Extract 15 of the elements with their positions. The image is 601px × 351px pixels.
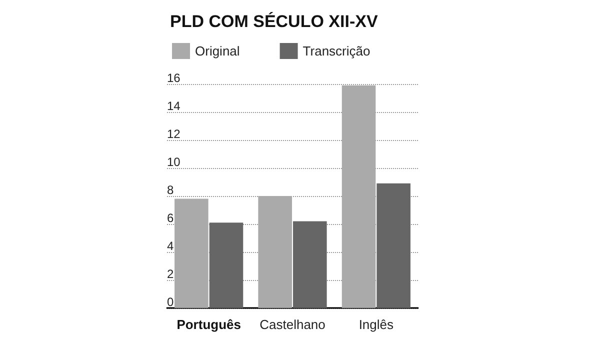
y-tick-label: 4 [167, 239, 174, 253]
y-tick-label: 0 [167, 295, 174, 309]
y-tick-label: 6 [167, 211, 174, 225]
y-tick-label: 12 [167, 127, 181, 141]
y-tick-label: 16 [167, 71, 181, 85]
y-tick-label: 8 [167, 183, 174, 197]
legend-label: Transcrição [302, 44, 370, 58]
y-tick-label: 10 [167, 155, 181, 169]
x-tick-label: Português [176, 317, 241, 332]
chart-title: PLD COM SÉCULO XII-XV [170, 11, 378, 31]
y-tick-label: 14 [167, 99, 181, 113]
y-tick-label: 2 [167, 267, 174, 281]
legend-label: Original [195, 44, 240, 58]
x-tick-label: Inglês [358, 317, 394, 332]
x-tick-label: Castelhano [260, 317, 326, 332]
